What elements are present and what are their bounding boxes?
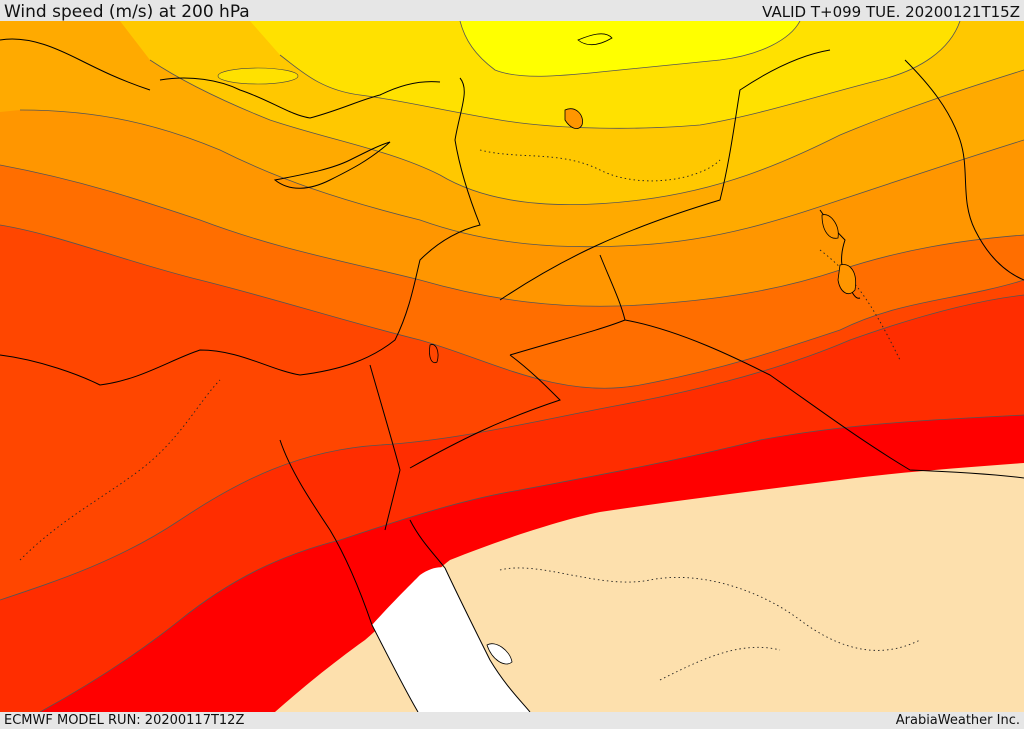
contour-line — [19, 109, 1024, 248]
band-patch — [217, 67, 299, 85]
coastline — [159, 77, 441, 119]
dotted-borders — [19, 149, 921, 681]
coastline — [369, 364, 401, 531]
coastline — [0, 38, 151, 91]
wind-speed-map — [0, 21, 1024, 712]
coastline — [509, 319, 626, 356]
border-line — [659, 646, 781, 681]
map-title: Wind speed (m/s) at 200 hPa — [4, 2, 250, 22]
coastline — [279, 439, 419, 712]
coastline — [499, 49, 831, 301]
lake-feature — [821, 214, 839, 239]
coastline — [273, 141, 391, 189]
border-line — [499, 567, 921, 651]
masked-sea — [372, 567, 530, 712]
coastline — [409, 519, 531, 712]
small-features — [429, 33, 857, 665]
coastline — [0, 77, 481, 386]
contour-line — [0, 294, 1024, 601]
coastline — [599, 254, 1024, 479]
footer-bar — [0, 712, 1024, 729]
island-feature — [577, 33, 613, 46]
lake-feature — [837, 264, 857, 294]
contour-line — [149, 59, 1024, 206]
band-yellow — [460, 21, 800, 77]
contour-lines — [0, 21, 1024, 712]
border-line — [819, 249, 901, 361]
contour-line — [279, 21, 961, 129]
valid-time-label: VALID T+099 TUE. 20200121T15Z — [762, 3, 1020, 21]
credit-label: ArabiaWeather Inc. — [895, 713, 1020, 728]
coastline — [904, 59, 1024, 281]
island-feature — [486, 643, 513, 665]
contour-line — [39, 414, 1024, 712]
border-line — [19, 379, 221, 561]
header-bar — [0, 0, 1024, 21]
lake-feature — [429, 344, 439, 364]
coastline — [409, 354, 561, 469]
contour-line — [0, 224, 1024, 389]
model-run-label: ECMWF MODEL RUN: 20200117T12Z — [4, 713, 245, 728]
band-gold — [250, 21, 960, 129]
contour-line — [459, 21, 801, 77]
lake-feature — [564, 108, 583, 129]
coastlines — [0, 38, 1024, 712]
contour-line — [0, 164, 1024, 307]
border-line — [479, 149, 721, 182]
